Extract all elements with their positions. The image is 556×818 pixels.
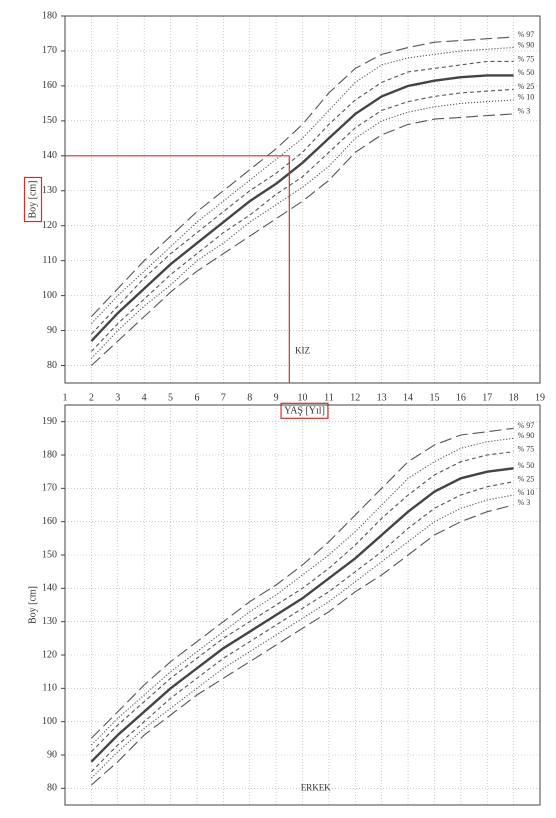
percentile-line [90, 60, 514, 335]
y-tick-label: 90 [47, 749, 57, 760]
plot-frame [64, 404, 541, 806]
legend-label: % 97 [518, 421, 535, 430]
x-tick-label: 13 [377, 392, 387, 403]
legend-label: % 50 [518, 68, 535, 77]
legend-label: % 75 [518, 444, 535, 453]
legend-label: % 97 [518, 30, 535, 39]
chart-annotation: KIZ [295, 346, 310, 356]
x-tick-label: 5 [168, 392, 173, 403]
percentile-line [90, 467, 514, 763]
x-tick-label: 12 [350, 392, 360, 403]
x-tick-label: 19 [535, 392, 545, 403]
legend-label: % 90 [518, 40, 535, 49]
x-tick-label: 8 [247, 392, 252, 403]
y-tick-label: 150 [42, 115, 57, 126]
percentile-line [91, 88, 514, 352]
x-tick-label: 11 [324, 392, 334, 403]
y-tick-label: 110 [42, 683, 57, 694]
percentile-line [91, 494, 514, 779]
y-tick-label: 180 [42, 10, 57, 21]
x-tick-label: 18 [509, 392, 519, 403]
x-axis-label: YAŞ [Yıl] [284, 405, 325, 416]
x-tick-label: 3 [115, 392, 120, 403]
y-tick-label: 80 [47, 360, 57, 371]
y-tick-label: 150 [42, 549, 57, 560]
legend-label: % 75 [518, 54, 535, 63]
legend-label: % 10 [518, 93, 535, 102]
legend-label: % 25 [518, 474, 535, 483]
y-tick-label: 80 [47, 783, 57, 794]
y-tick-label: 90 [47, 325, 57, 336]
percentile-line [91, 451, 514, 753]
highlight-box [280, 402, 329, 419]
x-tick-label: 10 [298, 392, 308, 403]
x-tick-label: 1 [63, 392, 68, 403]
y-tick-label: 100 [42, 290, 57, 301]
y-tick-label: 140 [42, 150, 57, 161]
plot-frame [64, 15, 541, 384]
percentile-line [91, 113, 514, 366]
y-tick-label: 140 [42, 583, 57, 594]
y-tick-label: 130 [42, 616, 57, 627]
legend-label: % 90 [518, 431, 535, 440]
y-axis-label: Boy [cm] [27, 180, 38, 218]
legend-label: % 25 [518, 82, 535, 91]
chart-annotation: ERKEK [301, 782, 331, 792]
percentile-line [91, 437, 514, 746]
legend-label: % 10 [518, 488, 535, 497]
y-tick-label: 130 [42, 185, 57, 196]
y-tick-label: 190 [42, 416, 57, 427]
y-axis-label: Boy [cm] [27, 586, 38, 624]
y-tick-label: 170 [42, 483, 57, 494]
percentile-line [91, 481, 514, 773]
x-tick-label: 9 [274, 392, 279, 403]
y-tick-label: 110 [42, 255, 57, 266]
legend-label: % 3 [518, 107, 531, 116]
x-tick-label: 7 [221, 392, 226, 403]
x-tick-label: 6 [194, 392, 199, 403]
y-tick-label: 170 [42, 45, 57, 56]
percentile-line [91, 99, 514, 359]
x-tick-label: 17 [482, 392, 492, 403]
legend-label: % 3 [518, 498, 531, 507]
y-tick-label: 120 [42, 649, 57, 660]
x-tick-label: 2 [89, 392, 94, 403]
percentile-line [90, 74, 514, 342]
x-tick-label: 4 [142, 392, 147, 403]
x-tick-label: 15 [429, 392, 439, 403]
x-tick-label: 14 [403, 392, 413, 403]
percentile-line [91, 504, 514, 786]
x-tick-label: 16 [456, 392, 466, 403]
y-tick-label: 120 [42, 220, 57, 231]
y-tick-label: 180 [42, 449, 57, 460]
y-tick-label: 160 [42, 80, 57, 91]
y-tick-label: 100 [42, 716, 57, 727]
percentile-line [91, 427, 514, 739]
legend-label: % 50 [518, 461, 535, 470]
y-tick-label: 160 [42, 516, 57, 527]
highlight-box [23, 176, 43, 223]
